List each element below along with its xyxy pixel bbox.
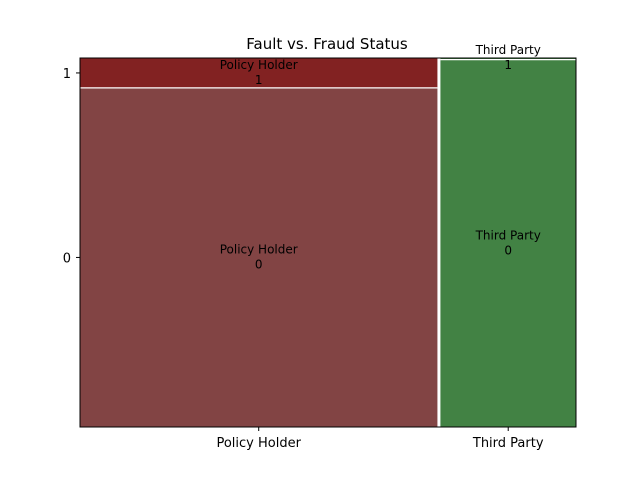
x-axis: Policy Holder Third Party: [216, 427, 544, 451]
y-axis: 01: [63, 67, 80, 266]
cell-label-policy-holder-1: Policy Holder 1: [220, 58, 298, 87]
mosaic-cells: [80, 58, 576, 428]
cell-third-party-1: [440, 58, 576, 60]
cell-third-party-0: [440, 59, 576, 428]
cell-policy-holder-1: [80, 58, 438, 88]
cell-label-third-party-0: Third Party 0: [475, 228, 541, 257]
plot-frame: [79, 57, 577, 428]
y-tick-label-0: 0: [63, 251, 71, 266]
cell-labels: Policy Holder 1 Policy Holder 0 Third Party 1…: [220, 43, 541, 271]
cell-policy-holder-0: [80, 87, 438, 427]
x-tick-label-policy-holder: Policy Holder: [216, 436, 301, 451]
cell-label-policy-holder-0: Policy Holder 0: [220, 242, 298, 271]
y-tick-label-1: 1: [63, 67, 71, 82]
x-tick-label-third-party: Third Party: [472, 436, 544, 451]
cell-label-third-party-1: Third Party 1: [475, 43, 541, 72]
chart-title: Fault vs. Fraud Status: [246, 35, 408, 53]
